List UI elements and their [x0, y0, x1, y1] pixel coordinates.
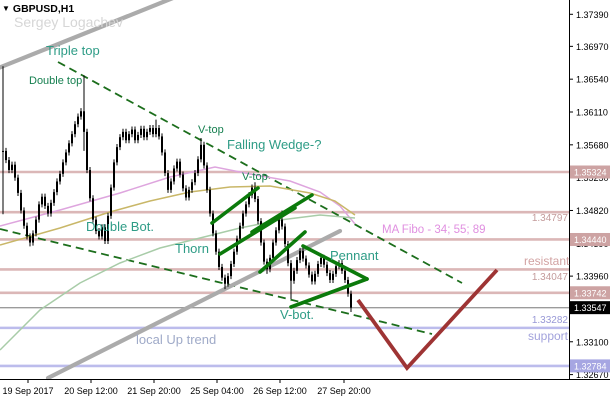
price-axis[interactable]: 1.373901.369701.365401.361101.356801.352… [569, 0, 609, 380]
level-label-133282: 1.33282 [531, 315, 568, 326]
label-resistant: resistant [524, 254, 570, 268]
label-thorn: Thorn [175, 241, 209, 256]
svg-text:1.35680: 1.35680 [576, 140, 609, 150]
gray-trendlines [0, 0, 343, 381]
label-ma-fibo: MA Fibo - 34; 55; 89 [382, 224, 486, 236]
level-label-134047: 1.34047 [531, 272, 568, 283]
svg-text:19 Sep 2017: 19 Sep 2017 [2, 386, 53, 396]
candlesticks [2, 66, 352, 312]
time-axis[interactable]: 19 Sep 2017 20 Sep 12:00 21 Sep 20:00 25 Se… [0, 379, 610, 396]
svg-text:1.33547: 1.33547 [574, 303, 607, 313]
svg-text:25 Sep 04:00: 25 Sep 04:00 [190, 386, 244, 396]
label-double-top: Double top [29, 75, 83, 87]
svg-text:1.35324: 1.35324 [574, 168, 607, 178]
svg-text:21 Sep 20:00: 21 Sep 20:00 [127, 386, 181, 396]
label-triple-top: Triple top [46, 43, 100, 58]
horizontal-price-levels [0, 170, 569, 368]
label-v-bottom: V-bot. [280, 307, 314, 322]
watermark: Sergey Logachev [14, 14, 123, 30]
label-support: support [527, 329, 568, 343]
level-label-134797: 1.34797 [531, 213, 568, 224]
svg-text:1.36110: 1.36110 [576, 108, 608, 118]
label-double-bottom: Double Bot. [86, 219, 154, 234]
label-v-top-1: V-top [198, 124, 224, 136]
svg-text:1.37390: 1.37390 [576, 10, 609, 20]
symbol-timeframe-label: GBPUSD,H1 [12, 3, 75, 15]
svg-text:1.32670: 1.32670 [576, 370, 609, 380]
svg-text:1.34440: 1.34440 [574, 235, 607, 245]
svg-text:1.33960: 1.33960 [576, 272, 609, 282]
symbol-header: ▼ GBPUSD,H1 [2, 3, 74, 15]
falling-wedge-dashed-lines [0, 61, 463, 335]
svg-text:1.36540: 1.36540 [576, 75, 609, 85]
svg-text:1.33742: 1.33742 [574, 288, 607, 298]
svg-text:1.36970: 1.36970 [576, 42, 609, 52]
label-pennant: Pennant [330, 248, 379, 263]
svg-text:1.34820: 1.34820 [576, 206, 609, 216]
forecast-projection-line [356, 268, 499, 372]
svg-text:26 Sep 12:00: 26 Sep 12:00 [253, 386, 307, 396]
chevron-down-icon[interactable]: ▼ [2, 4, 10, 13]
svg-text:20 Sep 12:00: 20 Sep 12:00 [64, 386, 118, 396]
svg-text:27 Sep 20:00: 27 Sep 20:00 [317, 386, 371, 396]
label-local-up-trend: local Up trend [136, 332, 217, 347]
green-channel-segments [210, 186, 369, 309]
svg-text:1.33100: 1.33100 [576, 337, 609, 347]
price-axis-badges: 1.35324 1.34440 1.33742 1.33547 1.32784 [570, 165, 610, 373]
label-v-top-2: V-top [242, 171, 268, 183]
label-falling-wedge: Falling Wedge-? [227, 137, 322, 152]
svg-text:1.32784: 1.32784 [574, 361, 607, 371]
